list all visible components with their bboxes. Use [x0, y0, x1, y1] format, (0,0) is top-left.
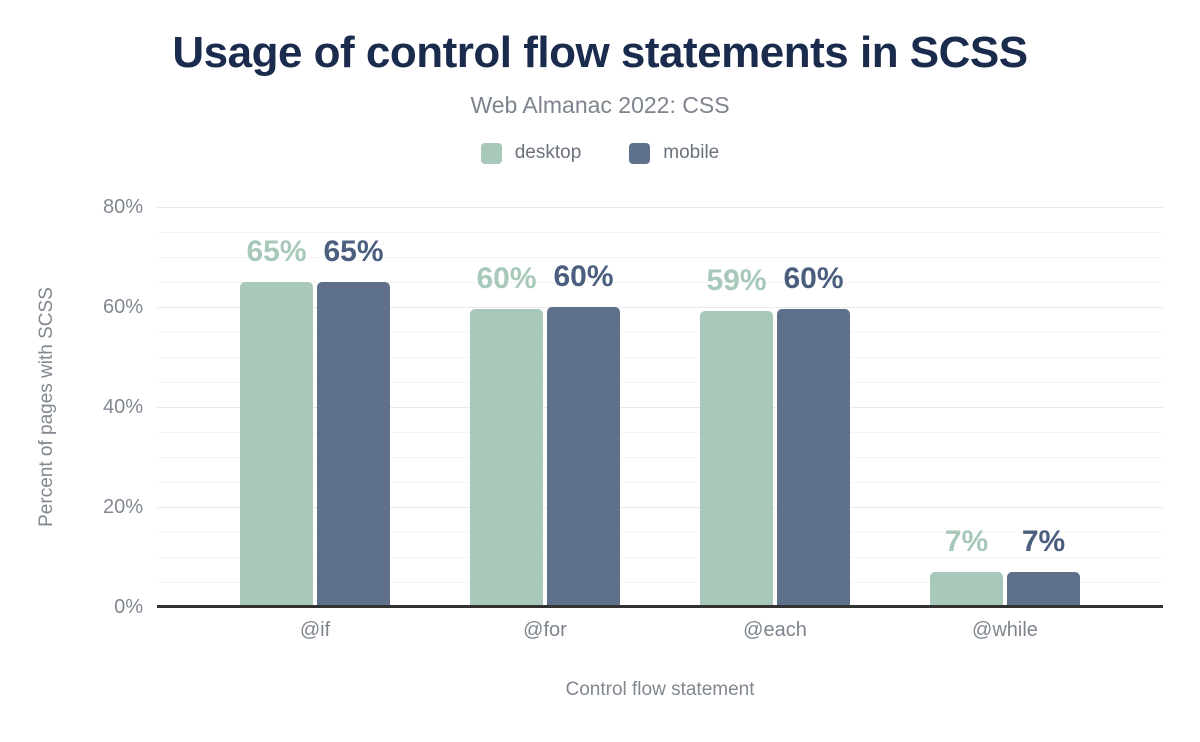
bar-value-label: 65% [246, 235, 307, 268]
x-tick-label: @while [972, 619, 1038, 641]
y-tick-label: 80% [102, 196, 143, 218]
bar-value-label: 7% [944, 524, 989, 558]
chart-subtitle: Web Almanac 2022: CSS [470, 92, 730, 118]
y-tick-label: 60% [102, 296, 143, 318]
bar-value-label: 60% [553, 260, 614, 293]
gridline [157, 407, 1163, 408]
gridline [157, 282, 1163, 283]
gridline [157, 257, 1163, 258]
desktop-swatch-icon [480, 142, 502, 164]
legend-item-mobile: mobile [629, 142, 719, 164]
x-axis-line [157, 605, 1163, 608]
gridline [157, 457, 1163, 458]
gridline [157, 532, 1163, 533]
gridline [157, 582, 1163, 583]
bar-value-label: 7% [1021, 524, 1066, 558]
x-tick-label: @for [523, 619, 567, 641]
bar-desktop-for[interactable] [470, 308, 543, 607]
x-tick-label: @if [299, 619, 331, 641]
bar-desktop-each[interactable] [700, 311, 773, 607]
chart-title: Usage of control flow statements in SCSS [172, 28, 1028, 77]
bar-value-label: 65% [323, 235, 384, 268]
bar-mobile-while[interactable] [1007, 571, 1080, 607]
bar-mobile-for[interactable] [547, 307, 620, 607]
mobile-swatch-icon [629, 142, 651, 164]
bar-value-label: 59% [706, 264, 767, 297]
gridline [157, 232, 1163, 233]
y-tick-label: 40% [102, 396, 143, 418]
legend-label-desktop: desktop [514, 142, 582, 163]
legend: desktop mobile [0, 142, 1200, 164]
gridline [157, 432, 1163, 433]
gridline [157, 357, 1163, 358]
bar-mobile-if[interactable] [317, 282, 390, 607]
y-tick-label: 0% [114, 596, 143, 618]
gridline [157, 307, 1163, 308]
bar-value-label: 60% [476, 261, 537, 295]
x-tick-label: @each [743, 619, 807, 641]
legend-item-desktop: desktop [480, 142, 582, 164]
bar-desktop-while[interactable] [930, 571, 1003, 607]
bar-mobile-each[interactable] [777, 308, 850, 607]
plot-area: 65% 65% @if 60% 60% @for 59% 60% @each 7% 7% @while [157, 207, 1163, 641]
gridline [157, 207, 1163, 208]
legend-label-mobile: mobile [663, 142, 720, 163]
y-tick-label: 20% [102, 496, 143, 518]
x-axis-title: Control flow statement [565, 679, 755, 700]
gridline [157, 557, 1163, 558]
gridline [157, 507, 1163, 508]
gridline [157, 332, 1163, 333]
bar-desktop-if[interactable] [240, 282, 313, 607]
bar-value-label: 60% [783, 261, 844, 295]
gridline [157, 382, 1163, 383]
gridline [157, 482, 1163, 483]
